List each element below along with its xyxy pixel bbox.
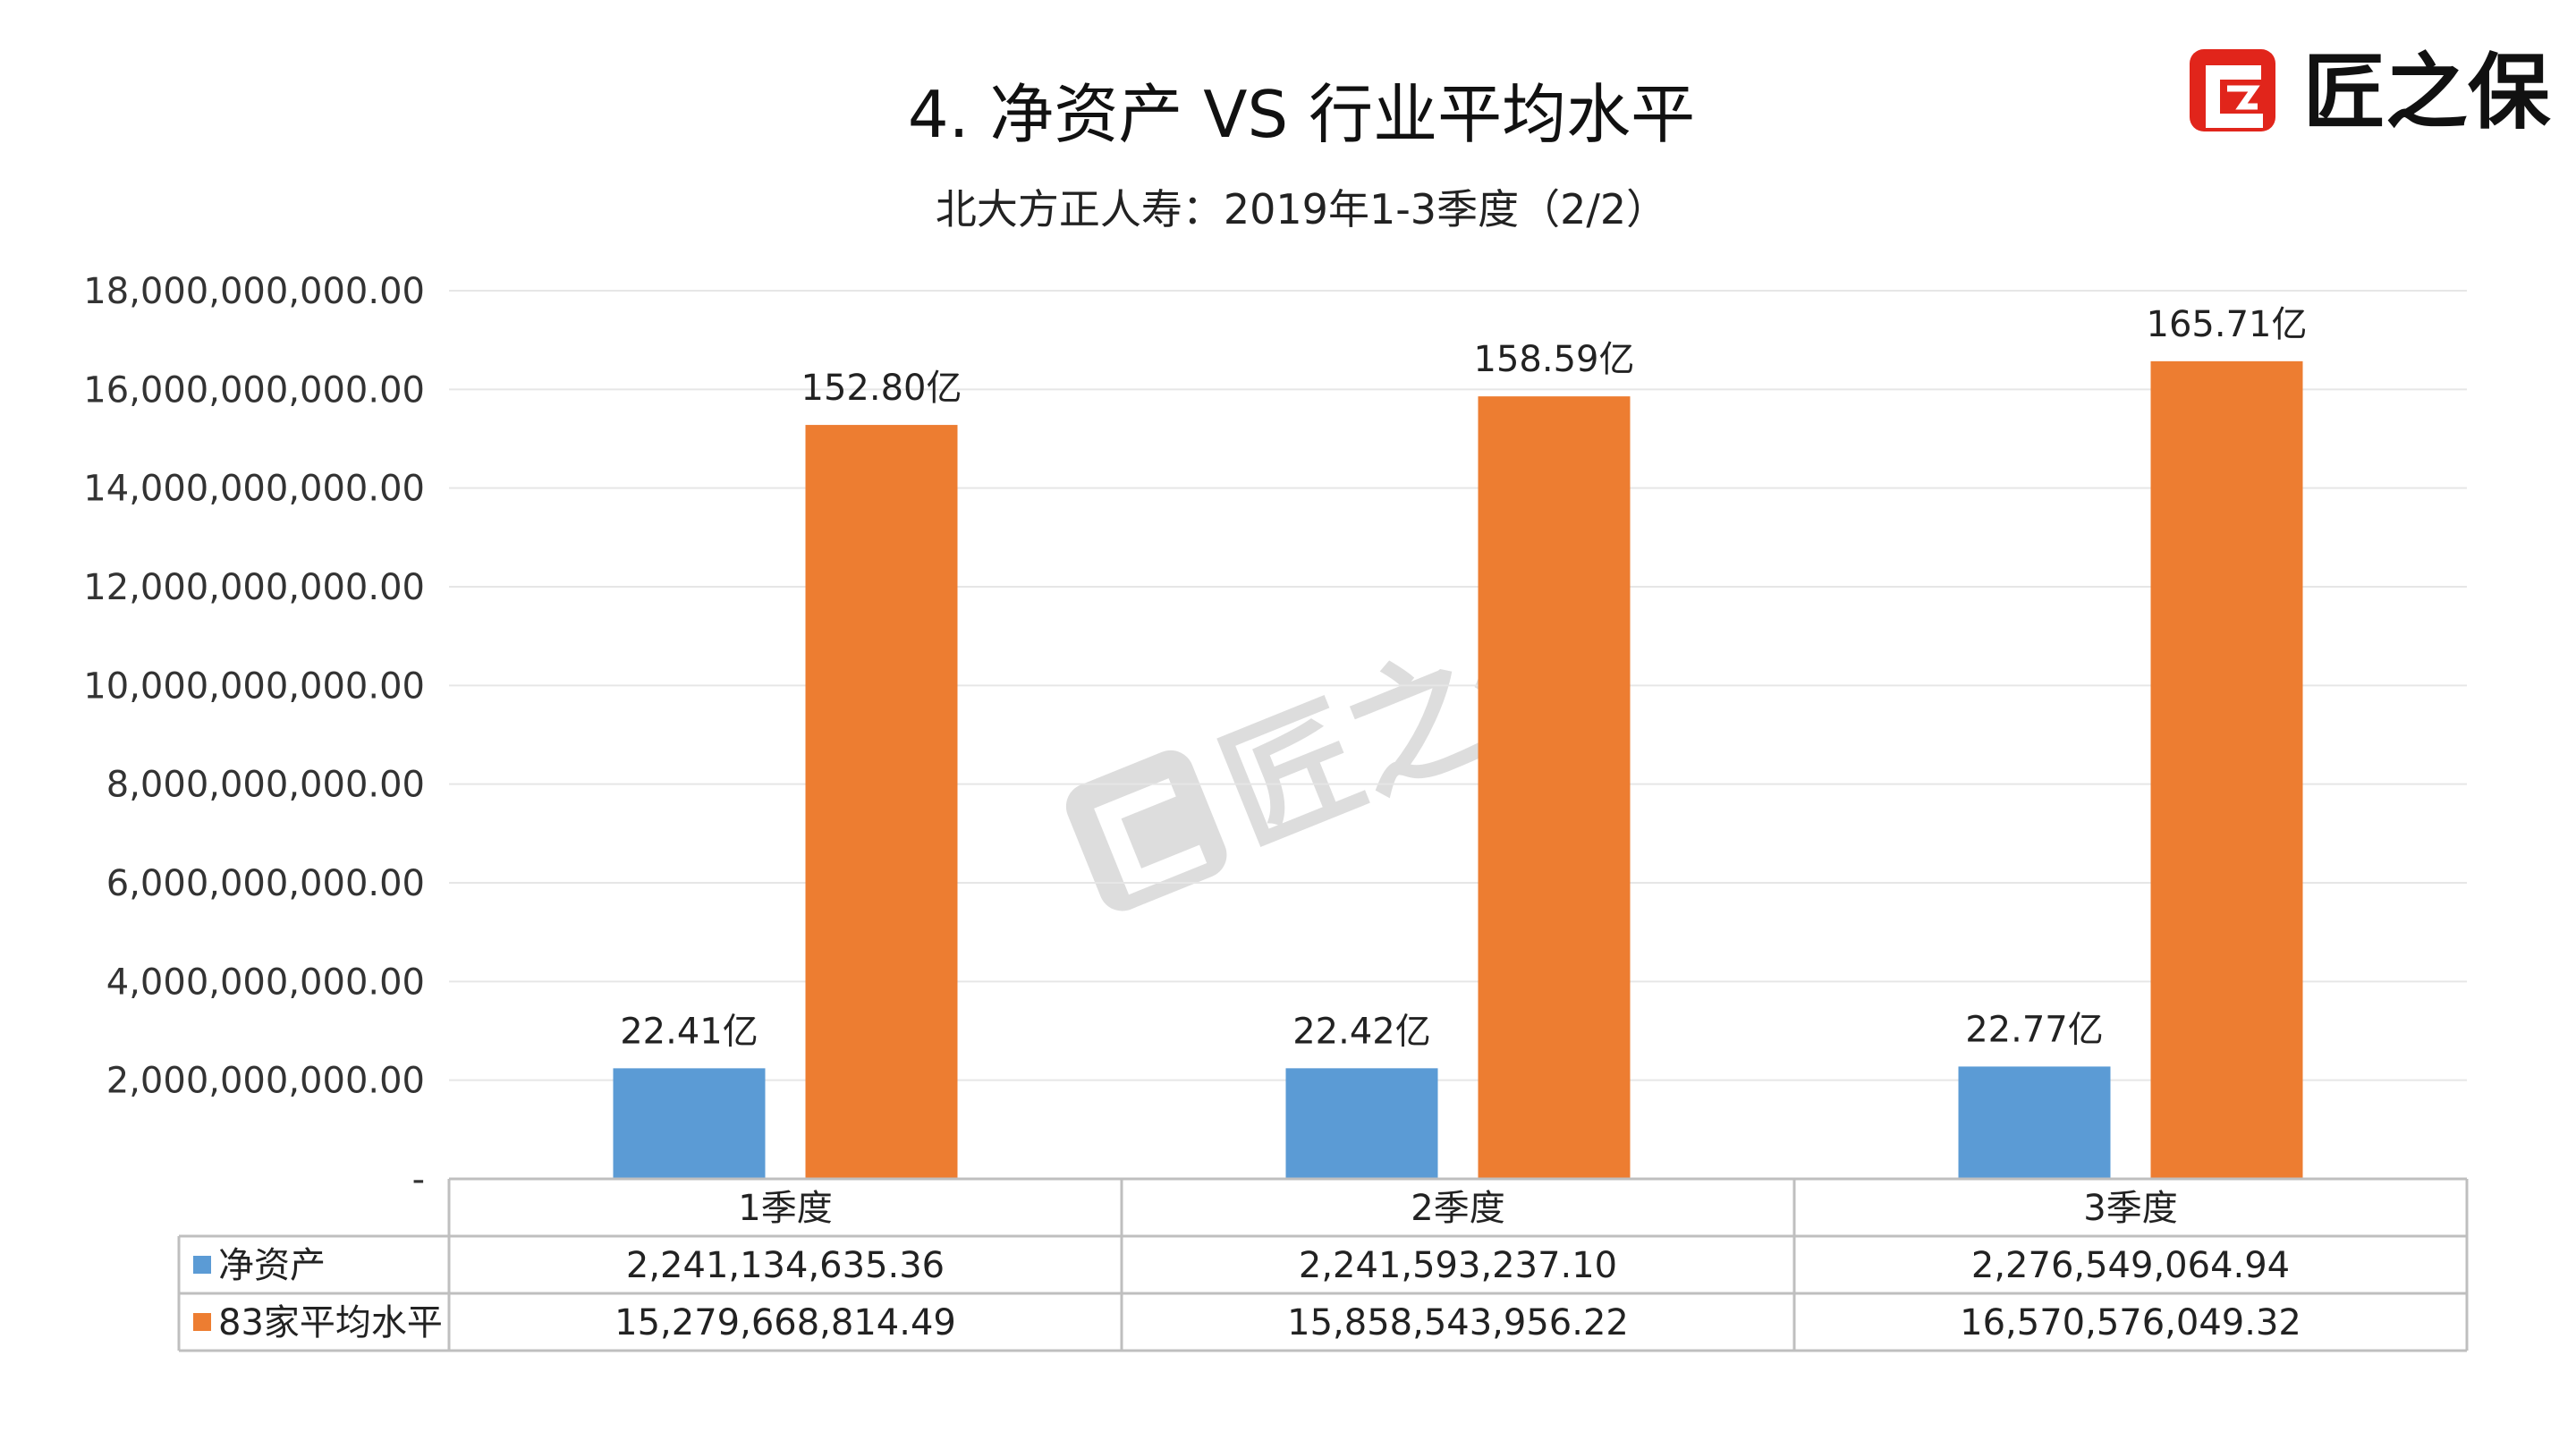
bar-net-assets xyxy=(1285,1068,1438,1179)
table-cell: 2,276,549,064.94 xyxy=(1971,1245,2290,1286)
x-category-label: 3季度 xyxy=(2083,1188,2177,1229)
y-tick-label: 18,000,000,000.00 xyxy=(83,271,425,312)
bar-data-label: 22.42亿 xyxy=(1292,1011,1431,1052)
y-tick-label: 14,000,000,000.00 xyxy=(83,469,425,510)
chart-subtitle: 北大方正人寿：2019年1-3季度（2/2） xyxy=(936,185,1667,233)
bar-data-label: 158.59亿 xyxy=(1474,339,1635,380)
y-tick-label: 8,000,000,000.00 xyxy=(106,765,425,806)
y-tick-label: 12,000,000,000.00 xyxy=(83,567,425,608)
bar-industry-average xyxy=(805,425,958,1179)
table-cell: 16,570,576,049.32 xyxy=(1960,1302,2301,1343)
brand-logo: 匠之保 xyxy=(2190,45,2551,140)
bar-data-label: 152.80亿 xyxy=(801,368,962,409)
bar-net-assets xyxy=(1958,1066,2111,1179)
gridlines xyxy=(449,290,2467,1081)
y-tick-label: 10,000,000,000.00 xyxy=(83,665,425,707)
data-labels: 22.41亿 22.42亿 22.77亿 152.80亿 158.59亿 165.71亿 xyxy=(620,304,2307,1053)
watermark-logo-icon xyxy=(1065,750,1227,911)
bar-net-assets xyxy=(613,1068,766,1179)
bars xyxy=(613,360,2303,1180)
bar-data-label: 165.71亿 xyxy=(2147,304,2308,345)
table-cell: 2,241,134,635.36 xyxy=(626,1245,945,1286)
bar-industry-average xyxy=(1478,396,1631,1180)
bar-industry-average xyxy=(2150,360,2303,1179)
bar-data-label: 22.41亿 xyxy=(620,1011,758,1052)
y-tick-label: 16,000,000,000.00 xyxy=(83,369,425,411)
y-axis: - 2,000,000,000.00 4,000,000,000.00 6,000,0… xyxy=(83,271,425,1200)
table-cell: 15,858,543,956.22 xyxy=(1287,1302,1629,1343)
legend-swatch xyxy=(193,1256,211,1274)
y-tick-label: 6,000,000,000.00 xyxy=(106,863,425,904)
legend-swatch xyxy=(193,1313,211,1331)
y-tick-label: 2,000,000,000.00 xyxy=(106,1061,425,1102)
table-cell: 15,279,668,814.49 xyxy=(614,1302,956,1343)
bar-data-label: 22.77亿 xyxy=(1965,1009,2104,1050)
y-tick-label: 4,000,000,000.00 xyxy=(106,962,425,1003)
x-category-label: 2季度 xyxy=(1411,1188,1504,1229)
jiang-logo-icon xyxy=(2190,49,2275,131)
y-tick-label: - xyxy=(412,1159,425,1200)
legend-series-name: 净资产 xyxy=(218,1245,326,1286)
x-category-label: 1季度 xyxy=(738,1188,832,1229)
brand-name: 匠之保 xyxy=(2303,45,2551,140)
chart-title: 4. 净资产 VS 行业平均水平 xyxy=(908,77,1695,152)
table-cell: 2,241,593,237.10 xyxy=(1299,1245,1617,1286)
legend-series-name: 83家平均水平 xyxy=(218,1302,443,1343)
